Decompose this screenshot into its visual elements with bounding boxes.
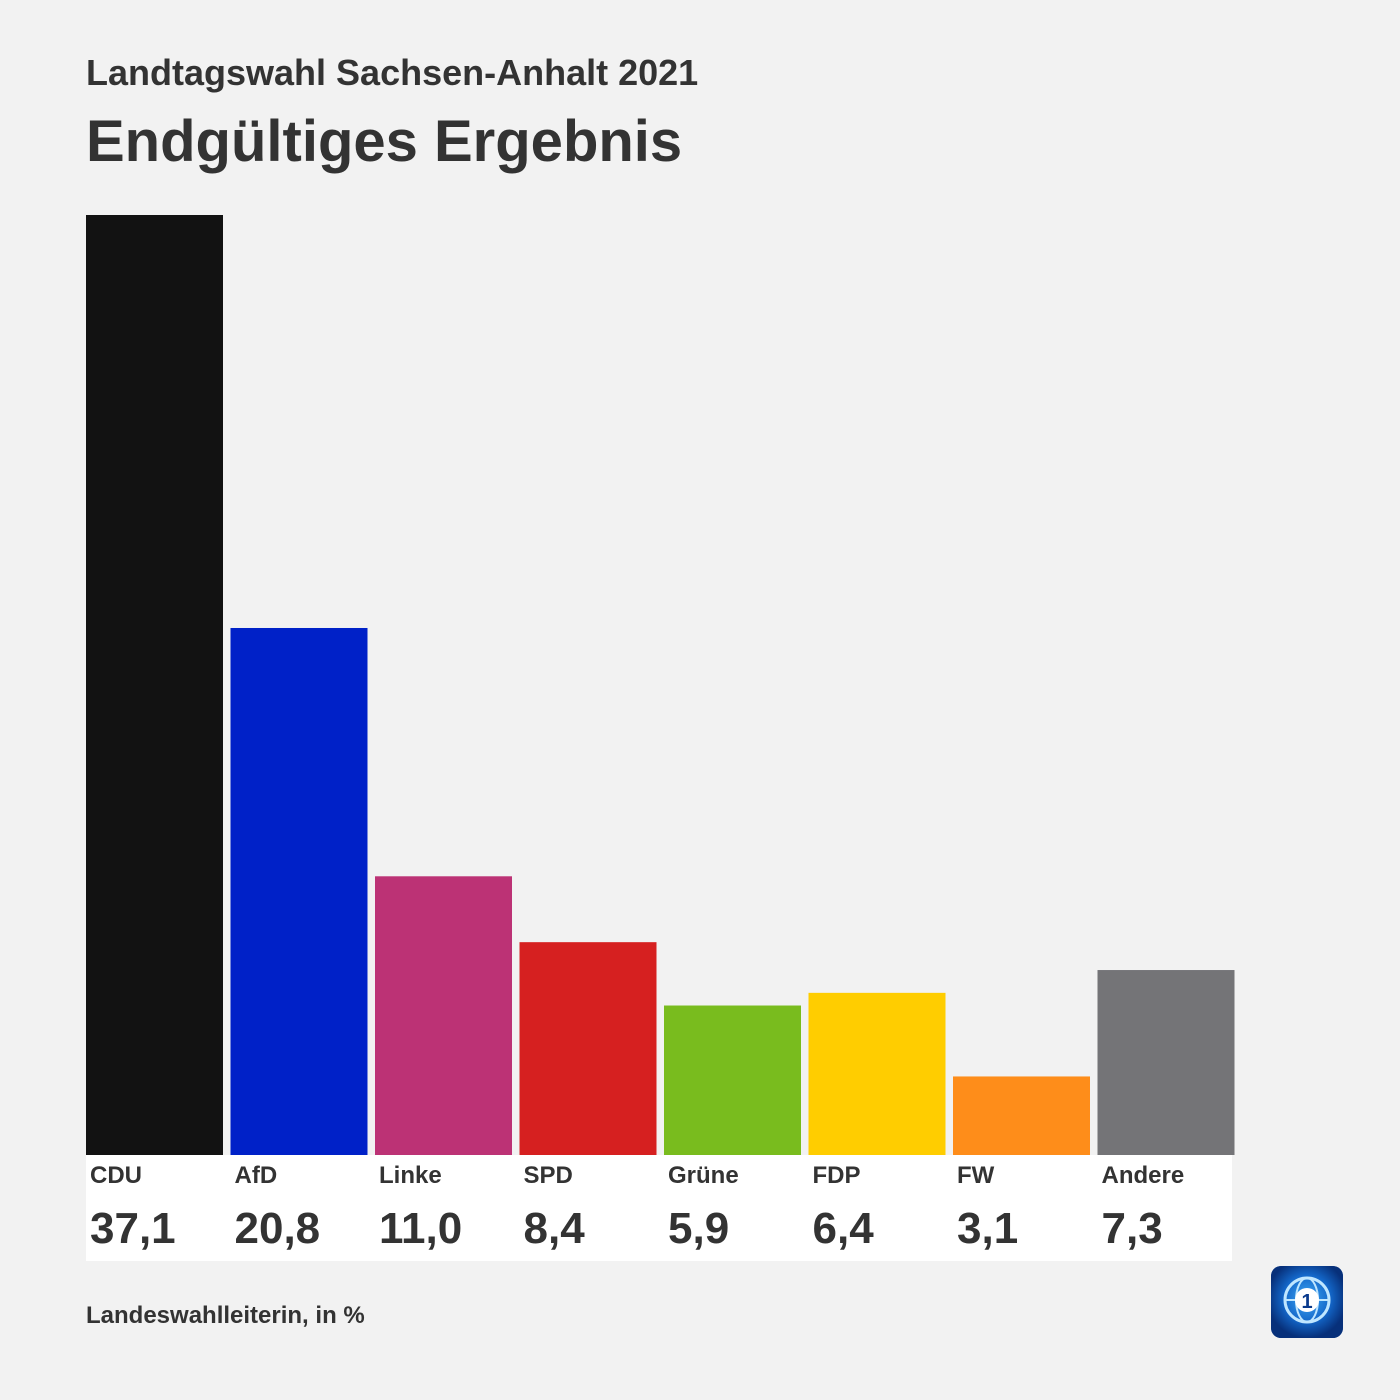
chart-title: Endgültiges Ergebnis xyxy=(86,109,683,174)
bar-grüne xyxy=(664,1005,801,1155)
category-label: SPD xyxy=(523,1162,573,1189)
bar-cdu xyxy=(86,215,223,1155)
bar-spd xyxy=(519,942,657,1155)
category-label: FW xyxy=(957,1162,995,1189)
bar-afd xyxy=(230,627,368,1155)
category-label: CDU xyxy=(90,1162,142,1189)
value-label: 37,1 xyxy=(90,1204,176,1253)
value-label: 6,4 xyxy=(812,1204,874,1253)
bar-andere xyxy=(1097,970,1235,1155)
source-note: Landeswahlleiterin, in % xyxy=(86,1302,365,1329)
bar-fdp xyxy=(808,992,946,1155)
svg-text:1: 1 xyxy=(1301,1291,1312,1313)
label-panel xyxy=(86,1155,1232,1261)
category-label: FDP xyxy=(812,1162,861,1189)
category-label: Andere xyxy=(1101,1162,1185,1189)
bar-linke xyxy=(375,876,512,1155)
value-label: 3,1 xyxy=(957,1204,1019,1253)
value-label: 5,9 xyxy=(668,1204,730,1253)
category-label: Linke xyxy=(379,1162,442,1189)
value-label: 11,0 xyxy=(379,1204,463,1253)
chart-subtitle: Landtagswahl Sachsen-Anhalt 2021 xyxy=(86,52,699,93)
value-label: 20,8 xyxy=(234,1204,321,1253)
value-label: 8,4 xyxy=(523,1204,585,1253)
value-label: 7,3 xyxy=(1101,1204,1163,1253)
category-label: Grüne xyxy=(668,1162,739,1189)
category-label: AfD xyxy=(234,1162,278,1189)
tagesschau-logo-icon: 1 xyxy=(1271,1266,1343,1338)
bar-fw xyxy=(953,1076,1090,1155)
